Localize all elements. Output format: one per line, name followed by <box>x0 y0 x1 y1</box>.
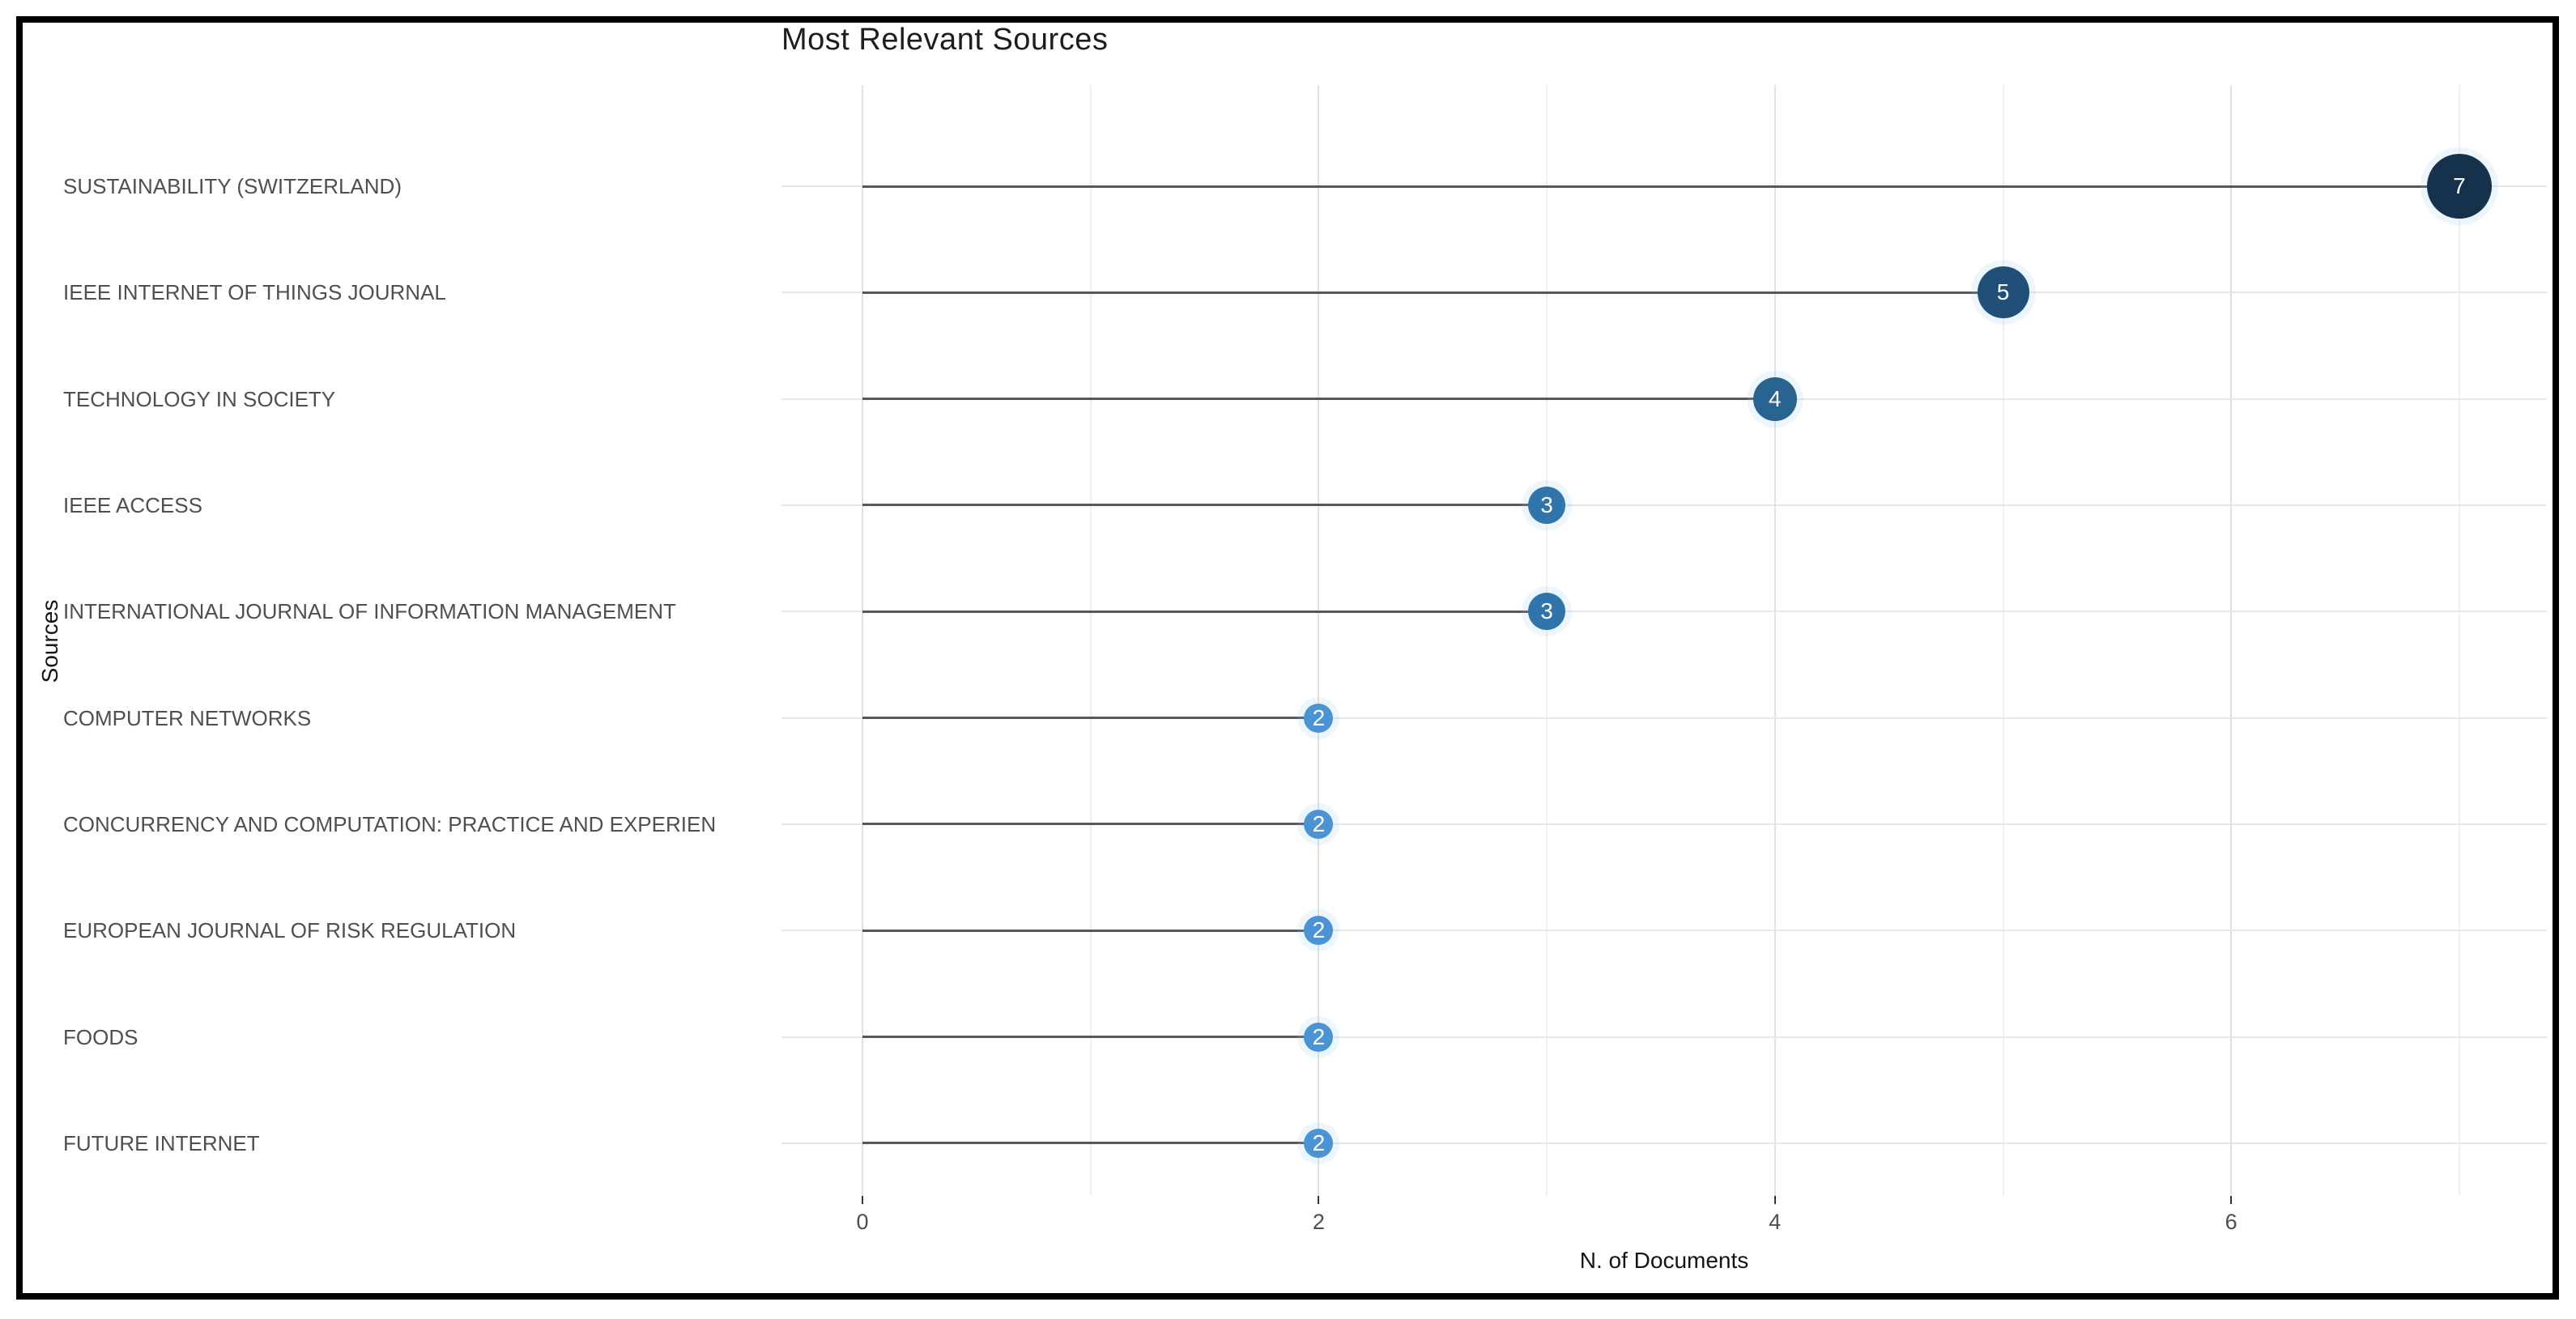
x-axis-tick-label: 6 <box>2225 1210 2238 1234</box>
lollipop-stem <box>862 823 1319 826</box>
data-point-dot: 2 <box>1304 1128 1334 1158</box>
lollipop-stem <box>862 929 1319 932</box>
row-gridline <box>781 717 2547 719</box>
lollipop-stem <box>862 398 1775 401</box>
row-gridline <box>781 823 2547 825</box>
x-gridline-major <box>862 85 863 1196</box>
x-axis-tick-label: 2 <box>1312 1210 1325 1234</box>
plot-panel: 7 5 4 3 3 2 2 2 2 2 <box>781 85 2547 1196</box>
x-gridline-minor <box>1089 85 1092 1196</box>
x-axis-title: N. of Documents <box>1579 1248 1749 1273</box>
y-axis-label: COMPUTER NETWORKS <box>63 705 312 730</box>
x-axis-tick-label: 0 <box>856 1210 869 1234</box>
x-gridline-major <box>1773 85 1776 1196</box>
y-axis-label: FUTURE INTERNET <box>63 1130 260 1155</box>
row-gridline <box>781 930 2547 932</box>
data-point-dot: 3 <box>1528 593 1566 631</box>
x-gridline-minor <box>1546 85 1548 1196</box>
lollipop-stem <box>862 504 1548 507</box>
row-gridline <box>781 504 2547 506</box>
lollipop-stem <box>862 1142 1319 1145</box>
x-axis-tick <box>2230 1196 2233 1204</box>
chart-title: Most Relevant Sources <box>781 23 1109 57</box>
data-point-dot: 4 <box>1752 377 1797 421</box>
lollipop-stem <box>862 291 2003 294</box>
data-point-dot: 5 <box>1977 266 2029 319</box>
y-axis-label: TECHNOLOGY IN SOCIETY <box>63 386 336 411</box>
x-axis-tick <box>1318 1196 1320 1204</box>
x-gridline-major <box>2230 85 2233 1196</box>
y-axis-label: CONCURRENCY AND COMPUTATION: PRACTICE AN… <box>63 811 717 836</box>
lollipop-stem <box>862 610 1548 613</box>
y-axis-title: Sources <box>37 599 62 683</box>
data-point-dot: 2 <box>1304 703 1334 733</box>
data-point-dot: 2 <box>1304 1022 1334 1052</box>
data-point-dot: 2 <box>1304 916 1334 946</box>
y-axis-label: INTERNATIONAL JOURNAL OF INFORMATION MAN… <box>63 599 676 624</box>
lollipop-stem <box>862 185 2459 188</box>
x-gridline-minor <box>2458 85 2460 1196</box>
x-gridline-major <box>1318 85 1320 1196</box>
y-axis-label: SUSTAINABILITY (SWITZERLAND) <box>63 174 402 198</box>
x-axis-tick <box>1773 1196 1776 1204</box>
data-point-dot: 3 <box>1528 486 1566 524</box>
x-axis-tick <box>862 1196 863 1204</box>
y-axis-label: IEEE INTERNET OF THINGS JOURNAL <box>63 280 446 305</box>
row-gridline <box>781 611 2547 613</box>
y-axis-label: EUROPEAN JOURNAL OF RISK REGULATION <box>63 918 517 943</box>
row-gridline <box>781 1036 2547 1038</box>
lollipop-stem <box>862 717 1319 720</box>
lollipop-stem <box>862 1036 1319 1039</box>
y-axis-label: IEEE ACCESS <box>63 492 202 517</box>
row-gridline <box>781 1142 2547 1144</box>
x-axis-tick-label: 4 <box>1769 1210 1782 1234</box>
data-point-dot: 7 <box>2426 154 2492 219</box>
x-gridline-minor <box>2002 85 2004 1196</box>
y-axis-label: FOODS <box>63 1024 138 1049</box>
data-point-dot: 2 <box>1304 809 1334 839</box>
